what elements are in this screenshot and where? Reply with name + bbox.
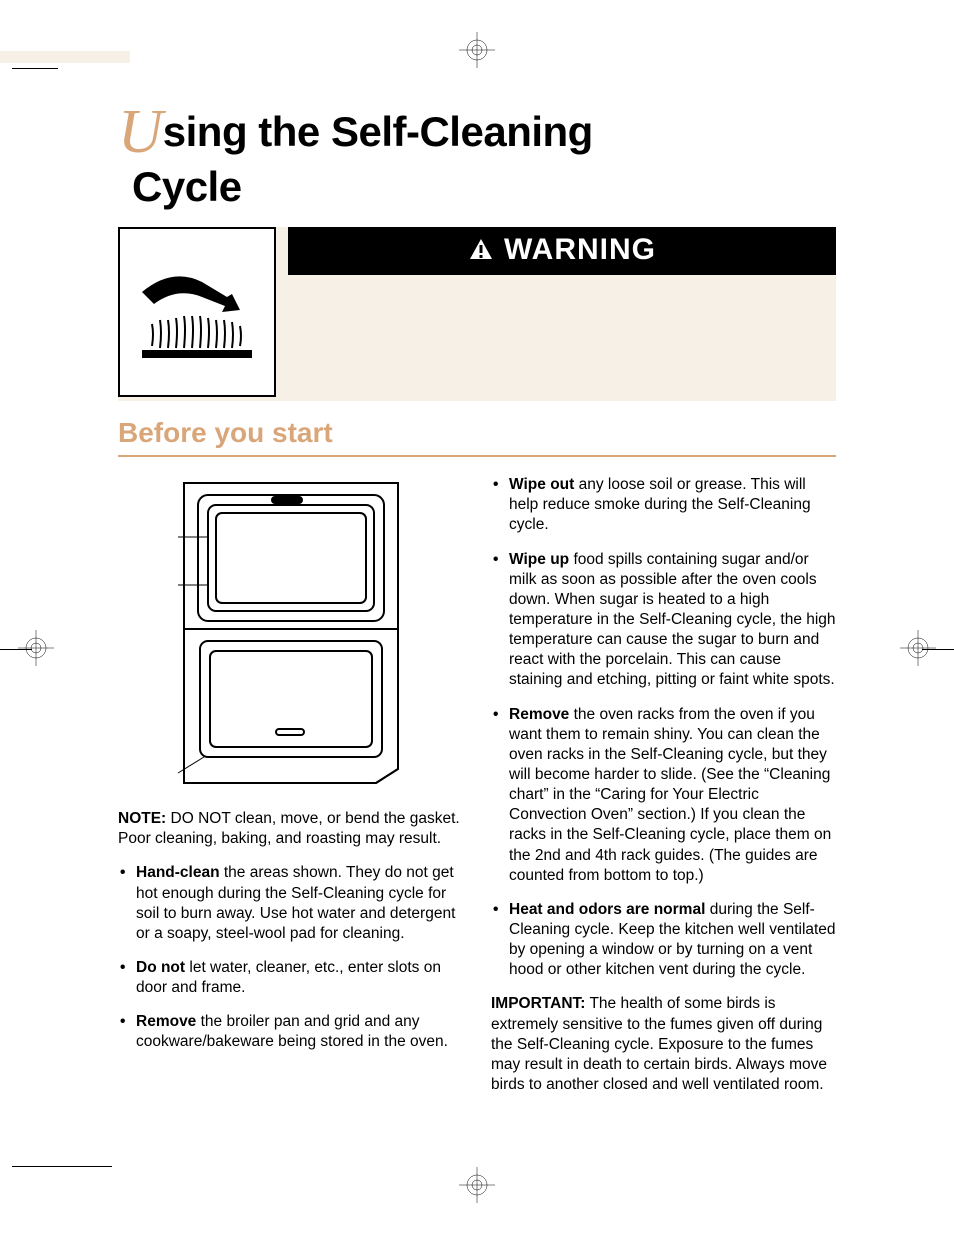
note-label: NOTE: (118, 810, 166, 827)
trim-rule-bottom (12, 1166, 112, 1167)
crop-mark-top (459, 32, 495, 68)
trim-rule-top (12, 68, 58, 69)
right-bullet-list: Wipe out any loose soil or grease. This … (491, 475, 836, 980)
warning-panel: WARNING (118, 227, 836, 401)
page-content: Using the Self-Cleaning Cycle (118, 100, 836, 1095)
crop-line-right (922, 649, 954, 650)
bleed-patch (0, 51, 130, 63)
list-item: Remove the oven racks from the oven if y… (509, 705, 836, 886)
important-paragraph: IMPORTANT: The health of some birds is e… (491, 994, 836, 1095)
warning-label: WARNING (504, 233, 656, 267)
list-item: Hand-clean the areas shown. They do not … (136, 863, 463, 944)
list-item: Wipe up food spills containing sugar and… (509, 550, 836, 691)
crop-line-left (0, 649, 32, 650)
note-text: DO NOT clean, move, or bend the gasket. … (118, 810, 460, 847)
burn-hazard-icon (118, 227, 276, 397)
list-item: Heat and odors are normal during the Sel… (509, 900, 836, 981)
left-column: NOTE: DO NOT clean, move, or bend the ga… (118, 475, 463, 1095)
important-label: IMPORTANT: (491, 995, 585, 1012)
page-title: Using the Self-Cleaning Cycle (118, 100, 836, 209)
left-bullet-list: Hand-clean the areas shown. They do not … (118, 863, 463, 1052)
crop-mark-bottom (459, 1167, 495, 1203)
title-line1: sing the Self-Cleaning (163, 108, 593, 155)
title-line2: Cycle (118, 165, 836, 209)
crop-mark-left (18, 630, 54, 666)
note-paragraph: NOTE: DO NOT clean, move, or bend the ga… (118, 809, 463, 849)
section-rule (118, 455, 836, 457)
list-item: Wipe out any loose soil or grease. This … (509, 475, 836, 535)
drop-cap: U (118, 98, 163, 166)
crop-mark-right (900, 630, 936, 666)
list-item: Remove the broiler pan and grid and any … (136, 1012, 463, 1052)
oven-diagram (118, 477, 463, 787)
warning-triangle-icon (468, 237, 494, 263)
list-item: Do not let water, cleaner, etc., enter s… (136, 958, 463, 998)
section-title: Before you start (118, 417, 836, 449)
warning-bar: WARNING (288, 227, 836, 275)
right-column: Wipe out any loose soil or grease. This … (491, 475, 836, 1095)
